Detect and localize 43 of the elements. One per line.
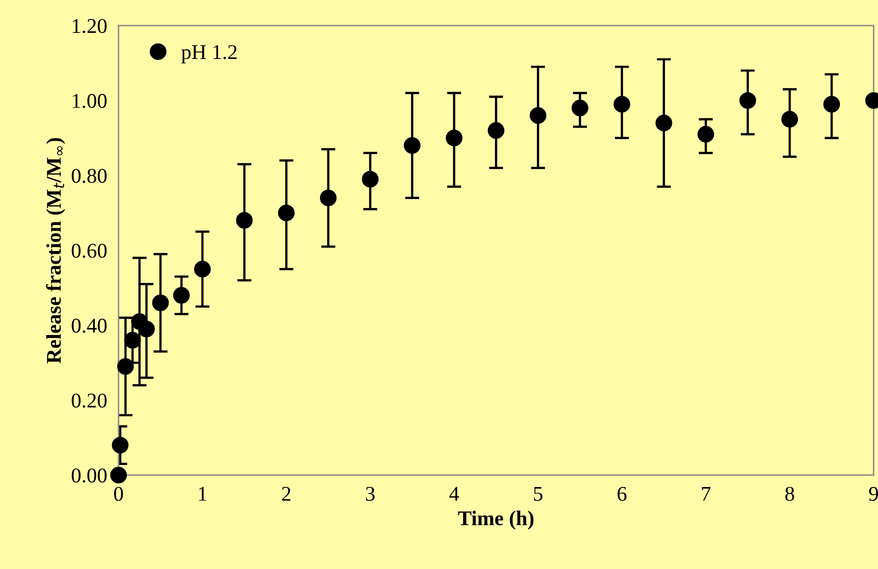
point (446, 130, 462, 146)
point (572, 100, 588, 116)
point (152, 294, 169, 312)
point (112, 436, 129, 454)
point (124, 332, 141, 349)
x-tick-label: 8 (785, 486, 794, 501)
y-axis-title: Release fraction (M$_{t}$/M$_{∞}$) (46, 138, 66, 364)
point (173, 286, 190, 304)
x-tick-label: 5 (534, 487, 542, 501)
point (781, 110, 798, 128)
point (278, 204, 295, 222)
point (488, 122, 504, 139)
y-tick-label: 1.20 (72, 18, 107, 34)
legend-label: pH 1.2 (181, 45, 237, 64)
x-tick-label: 3 (366, 486, 375, 501)
y-tick-label: 0.40 (72, 318, 107, 333)
point (362, 170, 379, 188)
point (656, 114, 672, 132)
x-tick-label: 7 (702, 487, 710, 501)
x-tick-label: 6 (618, 486, 627, 501)
point (404, 137, 421, 154)
x-tick-label: 4 (449, 486, 460, 501)
point (110, 466, 127, 484)
point (117, 358, 134, 375)
x-tick-label: 9 (869, 486, 878, 501)
point (823, 96, 840, 113)
point (697, 126, 714, 143)
y-tick-label: 0.20 (72, 394, 107, 408)
y-tick-label: 1.00 (72, 94, 107, 108)
point (739, 92, 756, 109)
point (236, 212, 253, 229)
y-tick-label: 0.80 (72, 168, 107, 183)
point (138, 320, 155, 338)
point (320, 190, 337, 206)
x-tick-label: 1 (199, 486, 206, 501)
point (194, 260, 211, 278)
y-tick-label: 0.00 (72, 468, 107, 483)
x-tick-label: 0 (114, 486, 123, 501)
point (530, 107, 546, 124)
y-tick-label: 0.60 (72, 244, 107, 258)
point (614, 96, 630, 113)
x-tick-label: 2 (282, 486, 290, 501)
x-axis-title: Time (h) (458, 510, 534, 530)
